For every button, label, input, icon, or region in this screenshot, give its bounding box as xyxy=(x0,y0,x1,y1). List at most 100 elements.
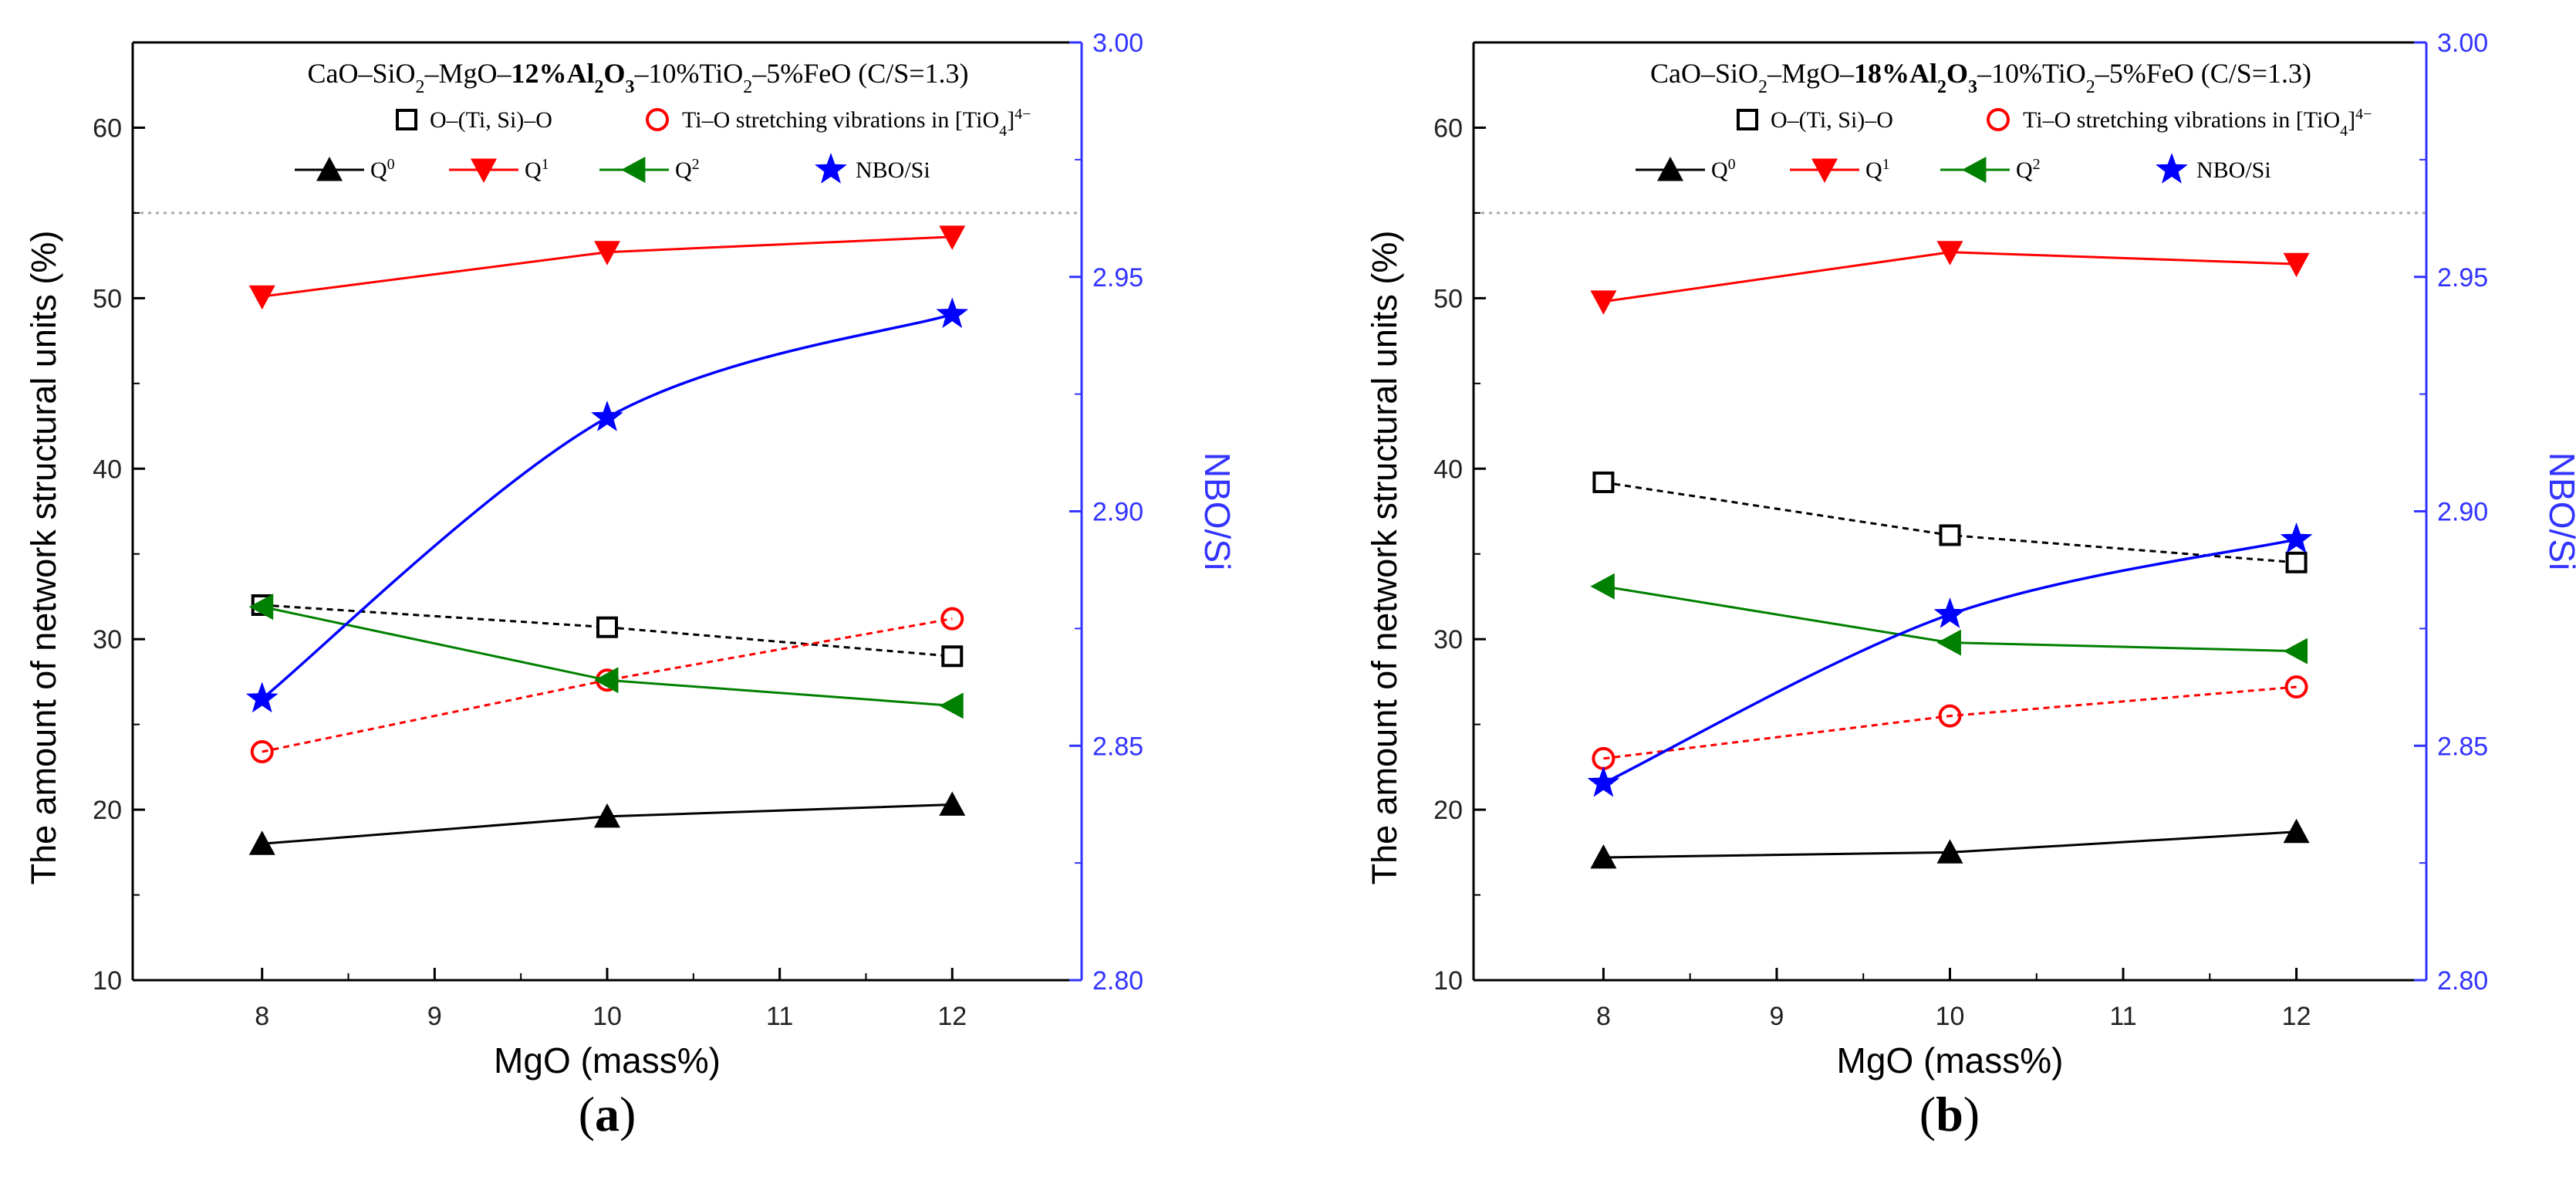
title-text: –10%TiO xyxy=(634,58,744,89)
legend-text: NBO/Si xyxy=(2196,157,2271,183)
title-bold: 18%Al xyxy=(1854,58,1937,89)
title-text: CaO–SiO xyxy=(1650,58,1758,89)
legend-marker xyxy=(2156,153,2188,184)
legend-marker-o-ti-si-o xyxy=(1737,109,1758,130)
data-point xyxy=(2283,252,2310,278)
data-point xyxy=(2285,551,2308,573)
legend-superscript: 2 xyxy=(692,156,700,173)
legend-label: Q1 xyxy=(1865,156,1890,183)
title-text: –10%TiO xyxy=(1977,58,2086,89)
series-line xyxy=(262,617,953,753)
legend-text: Q xyxy=(370,157,387,183)
panel-letter: a xyxy=(595,1087,620,1141)
y-tick-label: 60 xyxy=(1433,113,1463,143)
title-subscript: 2 xyxy=(415,77,424,97)
x-tick-label: 10 xyxy=(593,1002,622,1031)
chart-title: CaO–SiO2–MgO–18%Al2O3–10%TiO2–5%FeO (C/S… xyxy=(1650,58,2311,97)
y2-tick-label: 3.00 xyxy=(2437,29,2488,58)
x-axis-label: MgO (mass%) xyxy=(1837,1040,2064,1081)
data-point xyxy=(1590,573,1615,600)
x-tick-label: 10 xyxy=(1936,1002,1965,1031)
title-text: –5%FeO (C/S=1.3) xyxy=(2095,58,2311,89)
x-tick-label: 9 xyxy=(427,1002,442,1031)
panel-letter: b xyxy=(1936,1087,1963,1141)
y2-tick-label: 2.85 xyxy=(2437,732,2488,761)
data-point xyxy=(248,830,275,855)
legend-subscript: 4 xyxy=(999,123,1007,140)
legend-text: ] xyxy=(1007,107,1015,133)
series-2 xyxy=(1590,818,2310,869)
title-subscript: 3 xyxy=(1968,77,1977,97)
legend-superscript: 1 xyxy=(1882,156,1890,173)
data-point xyxy=(939,692,964,719)
legend-marker xyxy=(815,153,847,184)
data-point xyxy=(248,285,275,310)
y2-axis-label: NBO/Si xyxy=(1197,452,1237,570)
legend-superscript: 4− xyxy=(1015,106,1031,123)
y2-tick-label: 2.90 xyxy=(1092,498,1143,527)
panel-paren: ( xyxy=(579,1087,595,1141)
title-text: –MgO– xyxy=(1767,58,1855,89)
title-subscript: 2 xyxy=(594,77,603,97)
legend-label: O–(Ti, Si)–O xyxy=(430,107,552,133)
legend-superscript: 0 xyxy=(387,156,395,173)
data-point xyxy=(2283,638,2308,665)
y-tick-label: 50 xyxy=(93,284,122,313)
legend-label: Q2 xyxy=(675,156,700,183)
data-point xyxy=(939,791,966,816)
series-0 xyxy=(1592,471,2308,573)
legend-superscript: 2 xyxy=(2033,156,2041,173)
legend-label: Q0 xyxy=(370,156,395,183)
series-line xyxy=(1603,481,2297,564)
data-point xyxy=(1590,290,1617,315)
data-point xyxy=(2284,675,2308,699)
legend-label: NBO/Si xyxy=(856,157,930,183)
data-point xyxy=(594,667,619,694)
title-text: –5%FeO (C/S=1.3) xyxy=(751,58,968,89)
y-tick-label: 10 xyxy=(1433,966,1463,996)
legend-label: Q2 xyxy=(2016,156,2041,183)
y2-tick-label: 2.95 xyxy=(1092,263,1143,293)
title-bold: O xyxy=(603,58,625,89)
x-tick-label: 9 xyxy=(1769,1002,1784,1031)
legend-superscript: 1 xyxy=(542,156,549,173)
x-tick-label: 11 xyxy=(766,1002,793,1031)
y2-tick-label: 2.80 xyxy=(2437,966,2488,996)
y2-tick-label: 2.90 xyxy=(2437,498,2488,527)
x-axis-label: MgO (mass%) xyxy=(494,1040,721,1081)
panel-label: (a) xyxy=(579,1087,636,1141)
title-text: CaO–SiO xyxy=(307,58,415,89)
title-subscript: 2 xyxy=(1758,77,1767,97)
data-point xyxy=(1936,839,1963,864)
data-point xyxy=(2283,818,2310,844)
legend: O–(Ti, Si)–O Ti–O stretching vibrations i… xyxy=(295,106,1031,184)
y-tick-label: 30 xyxy=(1433,625,1463,654)
legend-label: Q0 xyxy=(1711,156,1736,183)
legend-text: Ti–O stretching vibrations in [TiO xyxy=(2023,107,2340,133)
y-tick-label: 20 xyxy=(1433,796,1463,825)
data-point xyxy=(1590,844,1617,869)
y-tick-label: 40 xyxy=(93,455,122,484)
panel-paren: ( xyxy=(1919,1087,1936,1141)
panel-paren: ) xyxy=(1963,1087,1980,1141)
chart-title: CaO–SiO2–MgO–12%Al2O3–10%TiO2–5%FeO (C/S… xyxy=(307,58,968,97)
data-point xyxy=(245,681,279,713)
legend-marker xyxy=(1811,158,1838,183)
y-tick-label: 50 xyxy=(1433,284,1463,313)
legend-marker-ti-o xyxy=(646,108,669,131)
data-point xyxy=(596,616,618,638)
series-0 xyxy=(251,594,964,668)
series-4 xyxy=(248,594,964,719)
legend-text: Q xyxy=(675,157,692,183)
data-point xyxy=(1936,629,1961,656)
y-tick-label: 30 xyxy=(93,625,122,654)
legend-label: NBO/Si xyxy=(2196,157,2271,183)
title-text: –MgO– xyxy=(424,58,511,89)
series-3 xyxy=(248,225,966,310)
data-point xyxy=(594,241,620,265)
y2-tick-label: 2.95 xyxy=(2437,263,2488,293)
y2-tick-label: 3.00 xyxy=(1092,29,1143,58)
chart-panel-b: 8 9 10 11 121020304050602.802.852.902.953.00… xyxy=(1365,29,2576,1141)
data-point xyxy=(1933,597,1967,628)
